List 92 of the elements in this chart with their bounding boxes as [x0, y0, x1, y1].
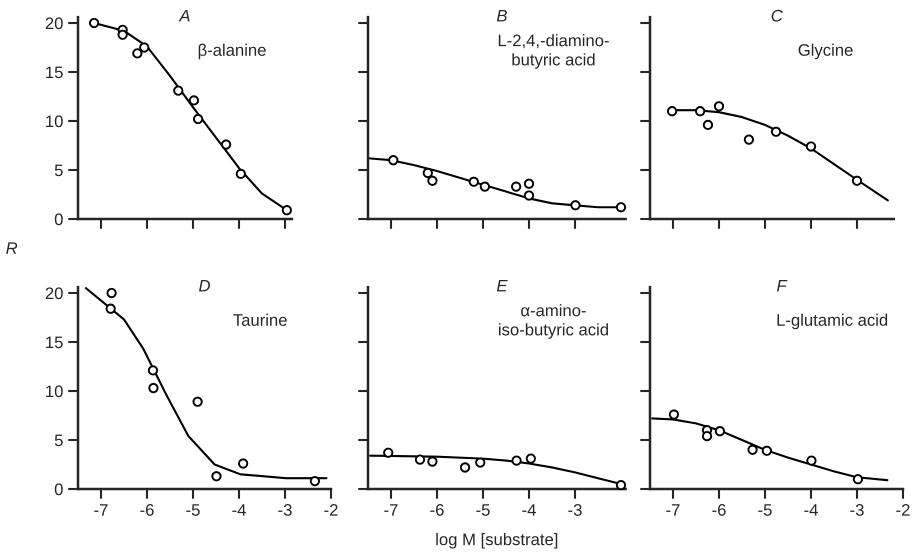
point: [192, 114, 204, 124]
x-tick-label: -7: [666, 504, 680, 516]
point: [526, 453, 536, 464]
x-tick-label: -7: [384, 504, 398, 516]
point: [139, 42, 150, 53]
x-tick-label: -4: [232, 504, 246, 516]
annotation: D: [198, 280, 210, 292]
point: [524, 190, 534, 201]
x-tick-label: -5: [476, 504, 490, 516]
x-tick-label: -2: [324, 504, 338, 516]
point: [468, 176, 479, 187]
point: [702, 430, 712, 442]
point: [148, 382, 159, 394]
point: [616, 480, 626, 490]
annotation: Taurine: [233, 314, 287, 326]
annotation: L-2,4,-diamino- butyric acid: [498, 34, 609, 69]
point: [422, 168, 433, 178]
y-tick-label: 20: [46, 287, 63, 300]
point: [132, 48, 142, 59]
annotation: Glycine: [798, 44, 853, 60]
x-tick-label: -4: [522, 504, 536, 516]
point: [188, 95, 200, 106]
annotation: α-amino- iso-butyric acid: [499, 304, 608, 339]
point: [310, 476, 320, 486]
point: [570, 200, 581, 210]
point: [238, 458, 248, 469]
point: [668, 409, 680, 420]
point: [511, 455, 522, 466]
point: [666, 106, 678, 116]
point: [852, 474, 864, 484]
x-tick-label: -2: [896, 504, 910, 516]
annotation: L-glutamic acid: [777, 314, 888, 330]
point: [702, 120, 714, 130]
y-tick-label: 10: [46, 115, 63, 128]
point: [475, 457, 486, 468]
y-tick-label: 10: [46, 385, 63, 398]
point: [148, 365, 158, 376]
point: [510, 182, 522, 192]
point: [383, 448, 394, 458]
point: [714, 426, 726, 436]
x-tick-label: -6: [430, 504, 444, 516]
y-tick-label: 15: [46, 336, 63, 348]
point: [695, 106, 706, 116]
point: [282, 205, 292, 216]
point: [427, 176, 438, 186]
point: [806, 455, 817, 466]
x-tick-label: -4: [804, 504, 818, 516]
y-axis-title: R: [6, 242, 18, 254]
y-tick-label: 5: [54, 434, 63, 446]
point: [806, 141, 816, 152]
point: [388, 155, 398, 166]
point: [192, 396, 203, 407]
point: [480, 182, 490, 192]
y-tick-label: 20: [46, 17, 63, 30]
point: [762, 446, 772, 456]
annotation: A: [178, 10, 190, 22]
point: [714, 101, 724, 112]
point: [616, 202, 626, 212]
y-tick-label: 15: [46, 66, 63, 78]
annotation: β-alanine: [198, 44, 266, 60]
annotation: B: [496, 10, 507, 22]
x-tick-label: -5: [186, 504, 200, 516]
point: [106, 288, 117, 298]
x-tick-label: -3: [850, 504, 864, 516]
annotation: C: [772, 10, 783, 22]
point: [236, 168, 246, 180]
x-tick-label: -5: [758, 504, 772, 516]
y-tick-label: 5: [54, 164, 63, 176]
x-axis-title: log M [substrate]: [436, 533, 558, 549]
y-tick-label: 0: [54, 483, 63, 496]
point: [173, 85, 184, 96]
x-tick-label: -7: [94, 504, 108, 516]
point: [427, 456, 438, 467]
x-tick-label: -3: [568, 504, 582, 516]
point: [88, 18, 100, 28]
point: [220, 139, 232, 150]
annotation: E: [496, 280, 508, 292]
x-tick-label: -3: [278, 504, 292, 516]
point: [852, 176, 862, 186]
point: [106, 304, 116, 314]
annotation: F: [776, 280, 788, 292]
point: [524, 178, 534, 189]
point: [211, 471, 222, 482]
x-tick-label: -6: [712, 504, 726, 516]
y-tick-label: 0: [54, 213, 63, 226]
point: [414, 454, 426, 465]
x-tick-label: -6: [140, 504, 154, 516]
point: [770, 126, 782, 137]
point: [117, 30, 128, 40]
point: [747, 444, 758, 455]
point: [460, 462, 470, 473]
point: [744, 134, 754, 145]
